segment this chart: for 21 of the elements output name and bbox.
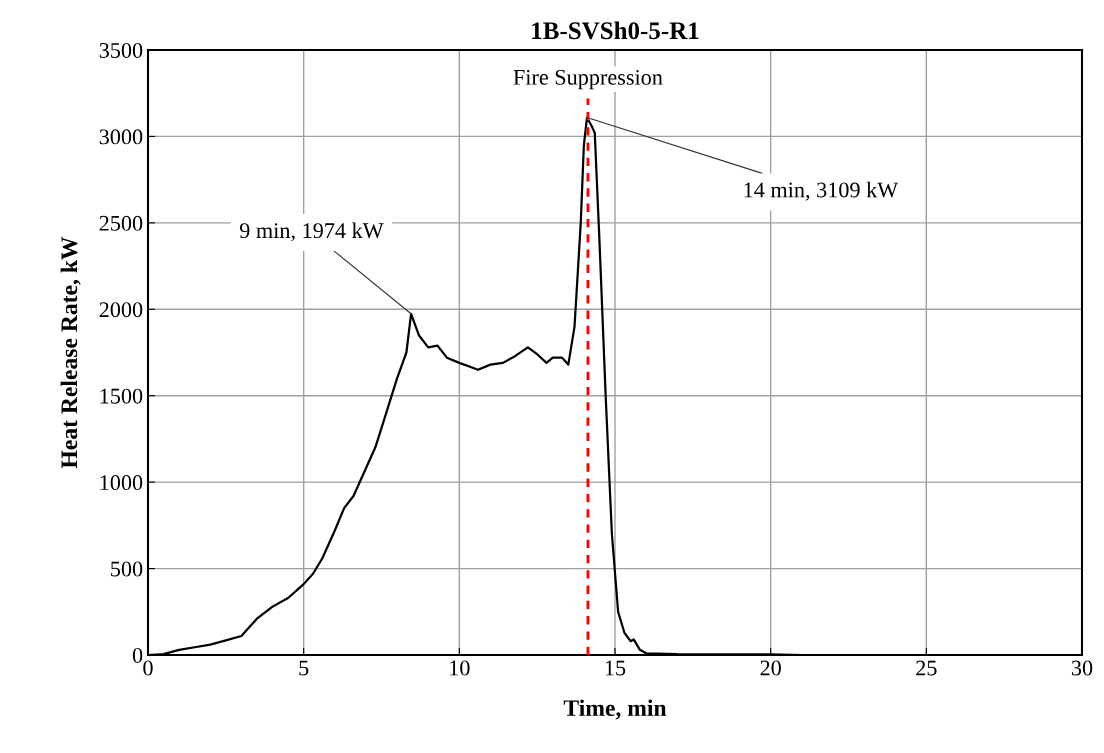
y-tick-label: 2500 [99,215,143,231]
y-tick-label: 3000 [99,129,143,145]
x-axis-title: Time, min [563,699,667,720]
x-tick-label: 20 [760,660,781,676]
y-tick-label: 2000 [99,302,143,318]
chart-title: 1B-SVSh0-5-R1 [532,21,699,40]
x-tick-label: 30 [1071,660,1093,676]
y-tick-label: 0 [132,647,143,663]
y-tick-label: 1500 [100,388,143,404]
y-axis-title: Heat Release Rate, kW [60,236,81,469]
y-tick-label: 1000 [100,475,143,491]
x-tick-label: 15 [605,660,626,676]
annotation: 14 min, 3109 kW [744,181,899,201]
y-tick-label: 500 [111,561,143,577]
y-tick-label: 3500 [99,42,143,58]
x-tick-label: 5 [299,660,309,676]
x-tick-label: 25 [916,660,937,676]
ref-line-label: Fire Suppression [513,69,663,90]
x-tick-label: 0 [143,660,153,676]
x-tick-label: 10 [450,660,470,676]
annotation: 9 min, 1974 kW [239,222,384,242]
